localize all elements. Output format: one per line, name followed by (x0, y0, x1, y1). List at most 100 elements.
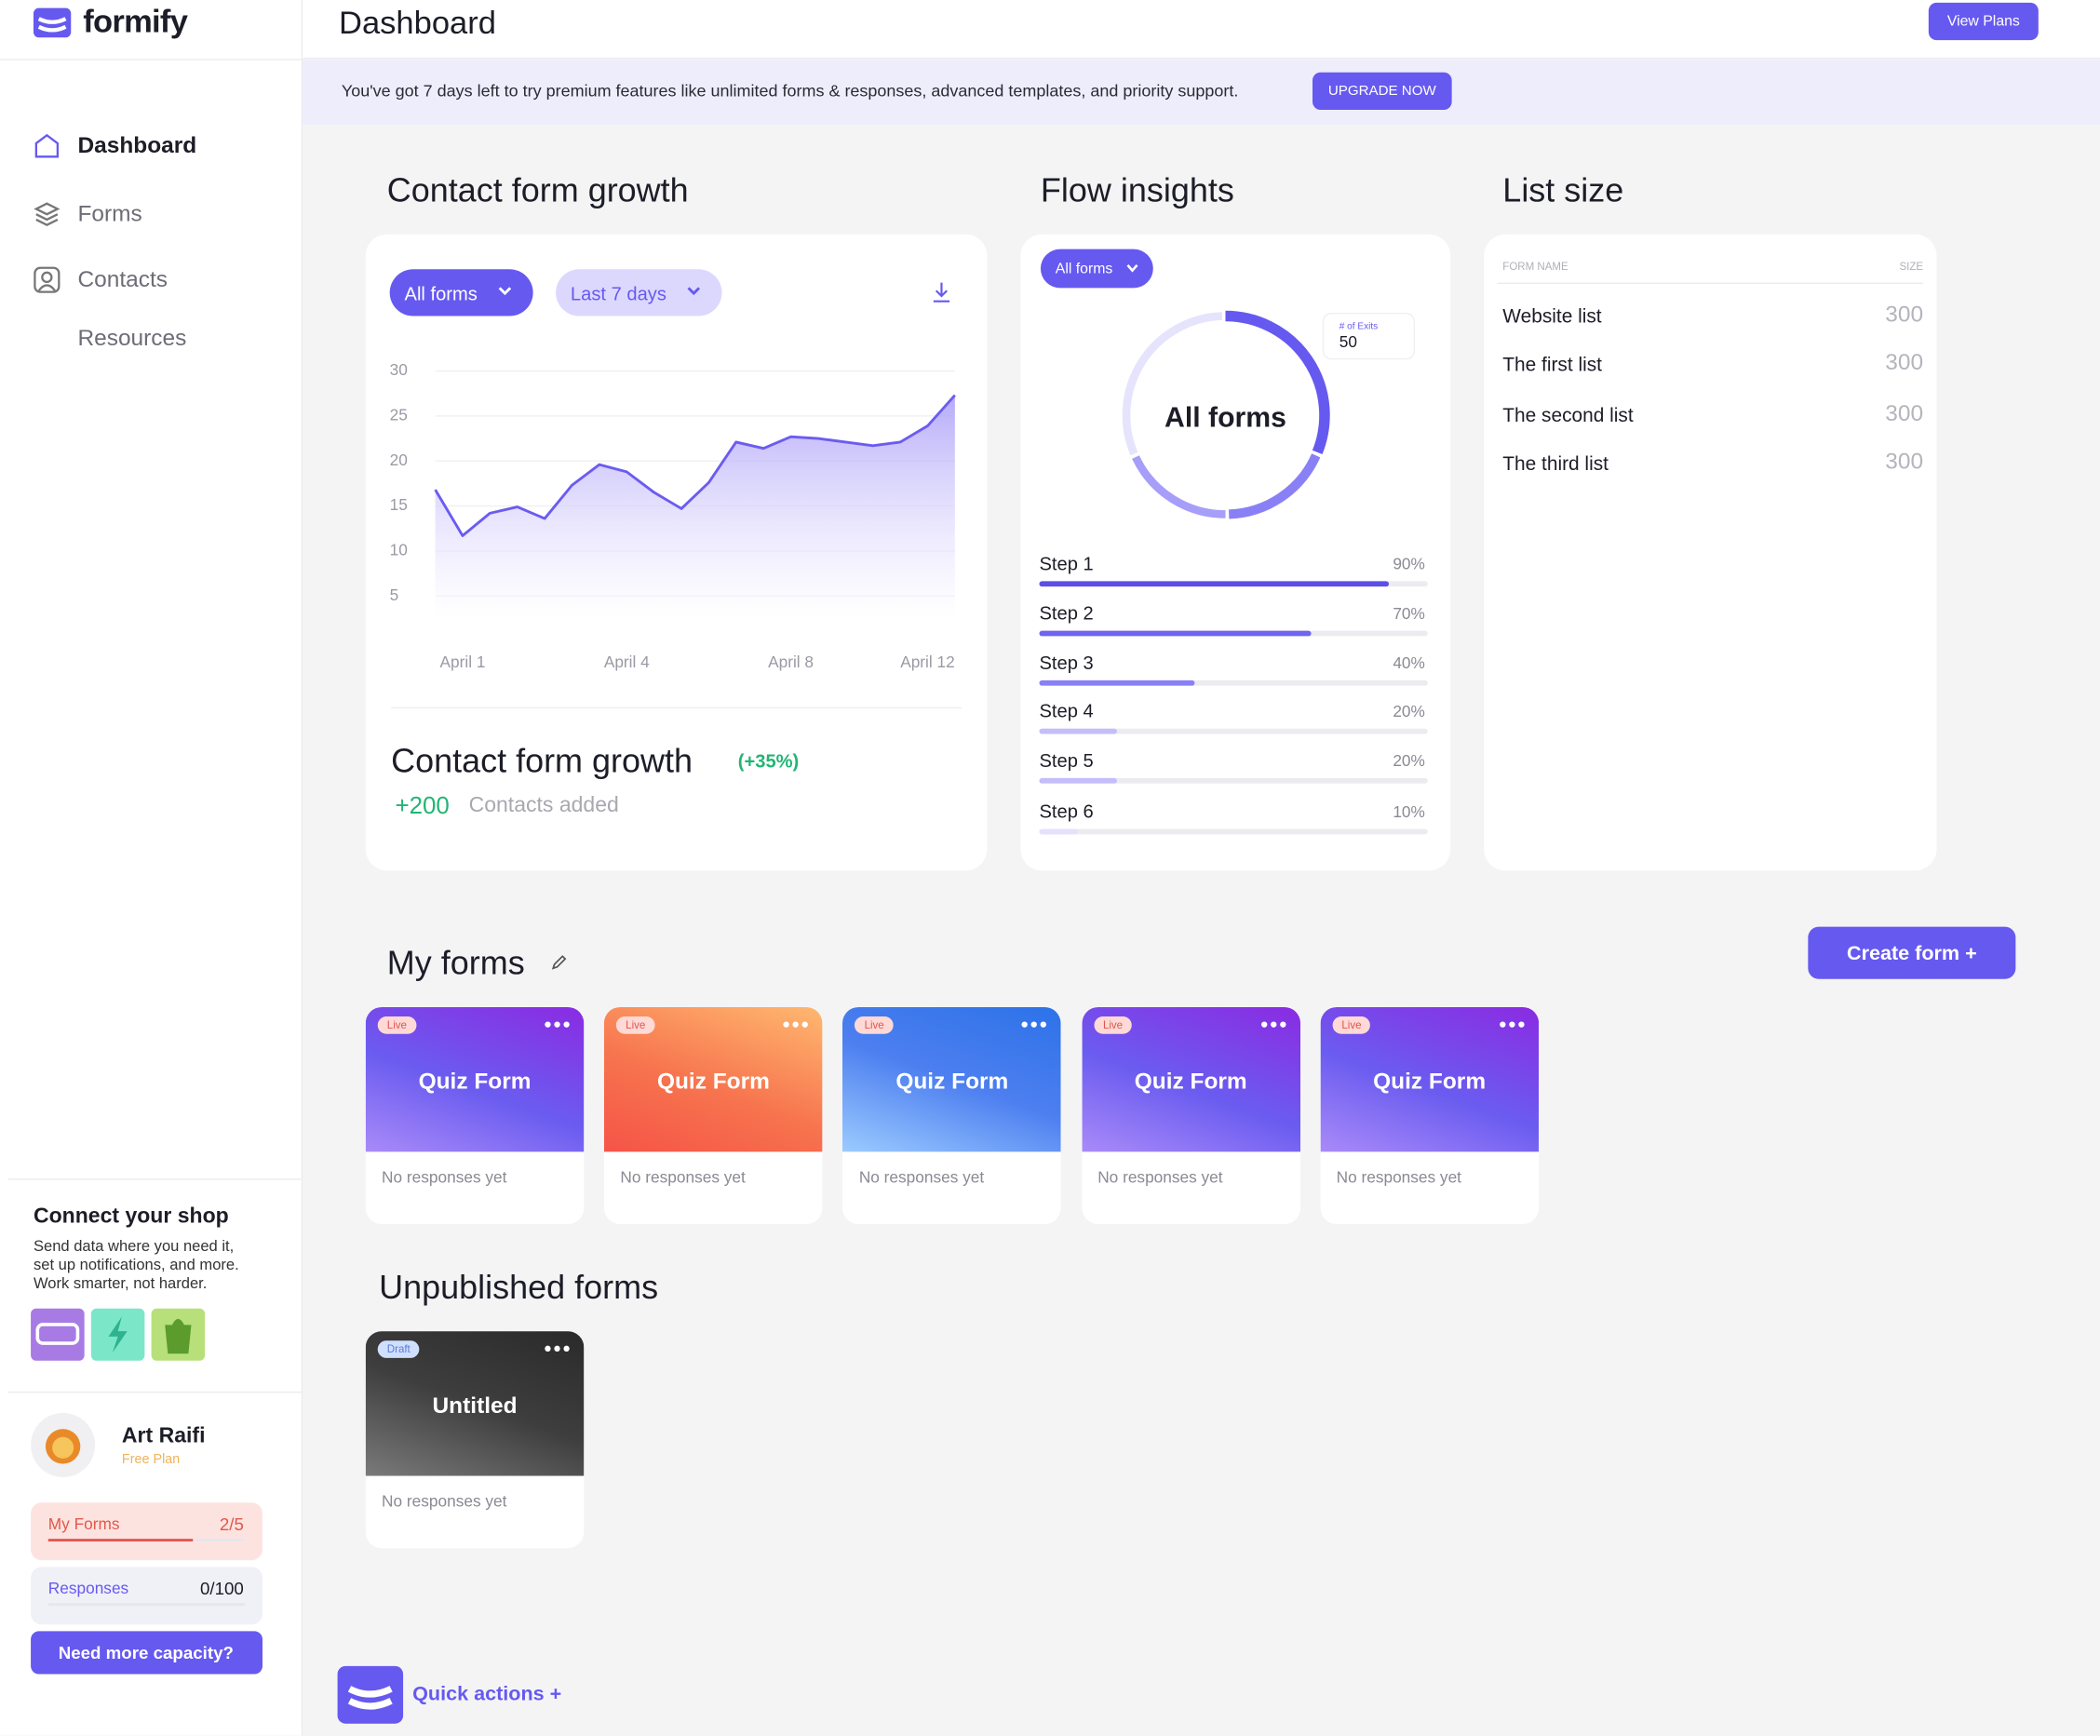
woo-mark (35, 1323, 80, 1345)
divider (7, 1178, 302, 1180)
value-label: 20% (1393, 751, 1425, 770)
nav-item[interactable]: Contacts (77, 266, 168, 292)
donut-segment (1132, 455, 1226, 518)
bar (1039, 630, 1312, 637)
form-card[interactable]: Live Quiz Form No responses yet (842, 1006, 1062, 1225)
upgrade-button[interactable]: UPGRADE NOW (1312, 72, 1452, 110)
upgrade-label: UPGRADE NOW (1327, 83, 1436, 100)
nav-item[interactable]: Forms (77, 200, 142, 227)
shop-text: Work smarter, not harder. (33, 1276, 208, 1293)
form-title: Quiz Form (418, 1069, 532, 1095)
menu-dot (563, 1021, 570, 1028)
form-card[interactable]: Live Quiz Form No responses yet (365, 1006, 585, 1225)
section-title: Unpublished forms (379, 1269, 659, 1307)
banner-text: You've got 7 days left to try premium fe… (341, 81, 1239, 101)
chevron-icon (1126, 264, 1138, 273)
step-label: Step 2 (1039, 604, 1093, 625)
nav-item[interactable]: Dashboard (77, 132, 197, 158)
value-label: 20% (1393, 702, 1425, 720)
step-label: Step 1 (1039, 554, 1093, 574)
view-plans-button[interactable]: View Plans (1928, 2, 2039, 41)
usage-label: Responses (47, 1579, 129, 1598)
bag-mark (165, 1318, 192, 1354)
divider (1497, 282, 1924, 285)
quick-actions[interactable]: Quick actions + (412, 1682, 562, 1706)
shop-text: Send data where you need it, (33, 1238, 235, 1256)
usage-track (47, 1603, 246, 1607)
shop-text: set up notifications, and more. (33, 1258, 239, 1274)
banner (303, 60, 2100, 125)
nav-item[interactable]: Resources (77, 325, 187, 351)
chevron (498, 287, 512, 296)
filter-dropdown[interactable]: Last 7 days (556, 269, 722, 316)
filter-dropdown[interactable]: All forms (1040, 249, 1153, 289)
logo-wave (37, 17, 67, 33)
bar (1039, 728, 1117, 734)
menu-dot (1499, 1021, 1506, 1028)
filter-label: Last 7 days (570, 281, 666, 303)
step-label: Step 4 (1039, 702, 1093, 722)
form-title: Quiz Form (1373, 1069, 1487, 1095)
home-icon (34, 133, 60, 158)
menu-dot (554, 1345, 560, 1352)
column-header: FORM NAME (1502, 260, 1568, 273)
list-size: 300 (1885, 349, 1924, 375)
form-badge: Live (377, 1016, 417, 1034)
list-name: The third list (1502, 453, 1609, 476)
step-label: Step 6 (1039, 802, 1093, 823)
form-card[interactable]: Draft Untitled No responses yet (365, 1331, 585, 1549)
list-name: The first list (1502, 355, 1602, 377)
capacity-button[interactable]: Need more capacity? (31, 1631, 263, 1675)
usage-fill (47, 1539, 194, 1542)
chevron-icon (498, 287, 512, 296)
donut-segment (1225, 310, 1330, 455)
contact-icon (34, 266, 61, 293)
summary-change: (+35%) (737, 749, 800, 772)
menu-dot (1270, 1021, 1276, 1028)
exits-label: # of Exits (1339, 322, 1378, 332)
summary-title: Contact form growth (391, 742, 693, 781)
menu-dot (554, 1021, 560, 1028)
form-status: No responses yet (858, 1167, 985, 1187)
page-title: Dashboard (339, 5, 496, 42)
area-fill (435, 395, 955, 619)
form-badge: Draft (377, 1340, 420, 1358)
filter-dropdown[interactable]: All forms (389, 269, 533, 316)
download-glyph (933, 282, 950, 303)
form-badge: Live (1332, 1016, 1371, 1034)
logo-wave (347, 1686, 393, 1710)
bar (1039, 828, 1079, 835)
exits-value: 50 (1339, 332, 1357, 351)
form-status: No responses yet (1336, 1167, 1461, 1187)
list-name: The second list (1502, 405, 1634, 427)
x-tick-label: April 4 (604, 653, 650, 671)
donut-label: All forms (1164, 402, 1286, 433)
sidebar: formify Dashboard Forms Contacts Resources Co… (0, 0, 303, 1736)
form-card[interactable]: Live Quiz Form No responses yet (1081, 1006, 1300, 1225)
menu-dot (783, 1021, 789, 1028)
donut-segment (1122, 312, 1222, 456)
step-label: Step 5 (1039, 751, 1093, 772)
form-card[interactable]: Live Quiz Form No responses yet (1320, 1006, 1539, 1225)
form-title: Quiz Form (895, 1069, 1009, 1095)
list-size: 300 (1885, 301, 1924, 328)
menu-dot (1279, 1021, 1286, 1028)
view-plans-label: View Plans (1946, 13, 2020, 30)
chevron (687, 287, 701, 296)
form-status: No responses yet (1097, 1167, 1223, 1187)
x-tick-label: April 12 (900, 653, 955, 671)
capacity-label: Need more capacity? (58, 1642, 234, 1663)
nav-icon (34, 133, 60, 158)
usage-box: Responses 0/100 (31, 1567, 263, 1625)
shop-title: Connect your shop (33, 1204, 229, 1229)
form-card[interactable]: Live Quiz Form No responses yet (604, 1006, 823, 1225)
usage-box: My Forms 2/5 (31, 1502, 263, 1561)
create-form-button[interactable]: Create form + (1808, 926, 2016, 979)
bar (1039, 581, 1390, 587)
flow-card: All forms All forms # of Exits 50 Step 1 90% S… (1020, 234, 1451, 871)
usage-count: 2/5 (219, 1514, 244, 1535)
integration-tile (31, 1308, 85, 1361)
y-tick-label: 5 (390, 585, 399, 604)
